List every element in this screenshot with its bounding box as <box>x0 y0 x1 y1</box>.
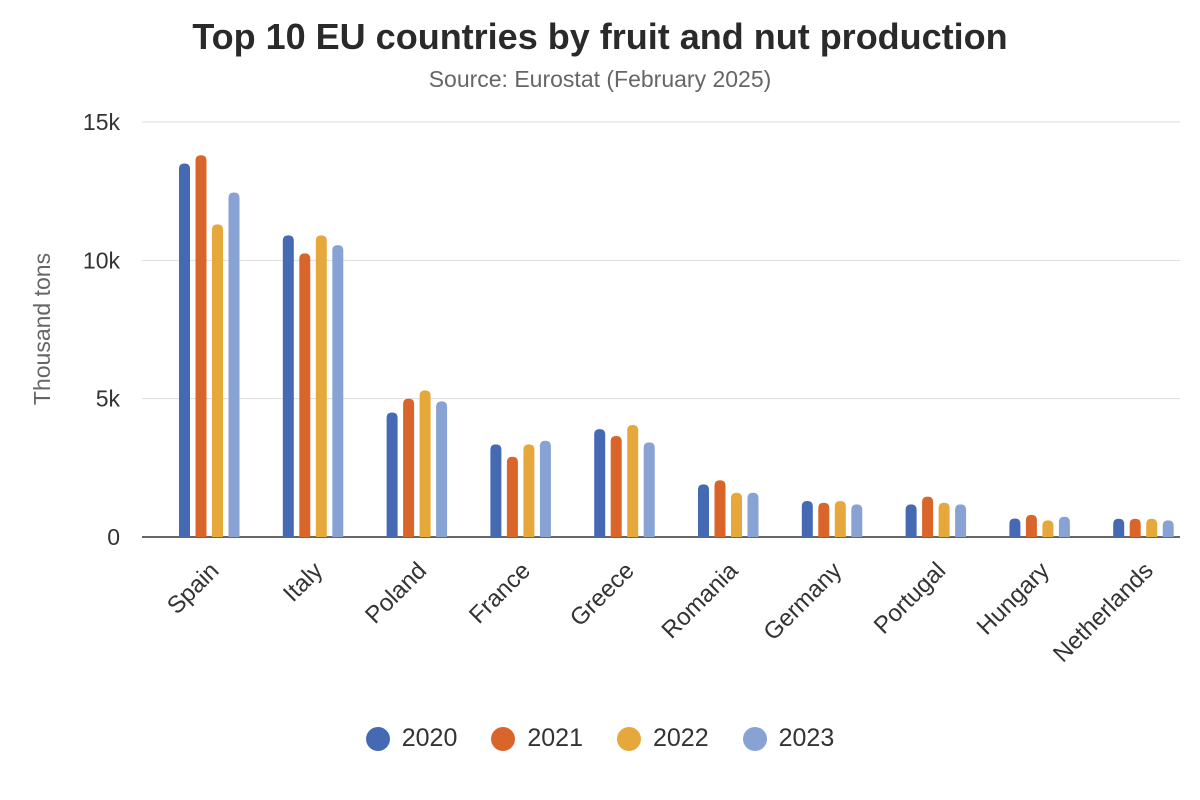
legend-marker <box>742 726 767 751</box>
bar-netherlands-2021[interactable] <box>1129 518 1141 537</box>
y-tick-label: 0 <box>107 524 120 550</box>
bar-france-2023[interactable] <box>539 440 551 537</box>
bar-italy-2020[interactable] <box>282 235 294 537</box>
y-tick-labels: 0 5k 10k 15k <box>83 109 121 550</box>
bar-portugal-2021[interactable] <box>922 496 934 537</box>
y-axis-label: Thousand tons <box>29 253 55 405</box>
legend-item-2022[interactable]: 2022 <box>617 724 709 753</box>
chart-title: Top 10 EU countries by fruit and nut pro… <box>192 16 1008 57</box>
x-tick-label: Poland <box>360 557 432 629</box>
bar-greece-2022[interactable] <box>627 424 639 537</box>
bar-germany-2021[interactable] <box>818 502 830 537</box>
y-tick-label: 5k <box>96 386 121 412</box>
legend-marker <box>365 726 390 751</box>
bar-italy-2022[interactable] <box>315 235 327 537</box>
legend-item-2020[interactable]: 2020 <box>365 724 458 753</box>
legend-item-2023[interactable]: 2023 <box>742 724 835 753</box>
bar-france-2021[interactable] <box>506 456 518 537</box>
legend-marker <box>491 726 516 751</box>
x-tick-label: Germany <box>758 557 847 646</box>
bar-netherlands-2023[interactable] <box>1162 520 1174 537</box>
bar-netherlands-2020[interactable] <box>1113 518 1125 537</box>
bar-france-2020[interactable] <box>490 444 502 537</box>
bar-france-2022[interactable] <box>523 444 535 537</box>
bar-romania-2023[interactable] <box>747 492 759 537</box>
chart-subtitle: Source: Eurostat (February 2025) <box>428 66 772 92</box>
bar-poland-2023[interactable] <box>436 401 448 537</box>
bar-greece-2020[interactable] <box>594 429 606 537</box>
bar-portugal-2022[interactable] <box>938 502 950 537</box>
bar-germany-2023[interactable] <box>851 504 863 537</box>
legend-label: 2021 <box>527 724 583 752</box>
bar-germany-2022[interactable] <box>834 501 846 537</box>
bar-germany-2020[interactable] <box>801 501 813 537</box>
x-tick-label: Netherlands <box>1048 557 1159 668</box>
legend: 2020 2021 2022 2023 <box>0 724 1200 753</box>
bar-poland-2022[interactable] <box>419 390 431 537</box>
bar-romania-2020[interactable] <box>698 484 709 537</box>
bar-italy-2023[interactable] <box>332 245 344 537</box>
bar-italy-2021[interactable] <box>299 253 311 537</box>
bar-spain-2022[interactable] <box>212 224 223 537</box>
bar-hungary-2021[interactable] <box>1025 514 1037 537</box>
bar-portugal-2020[interactable] <box>905 504 917 537</box>
y-tick-label: 10k <box>83 247 121 273</box>
bar-greece-2023[interactable] <box>643 442 655 537</box>
bar-hungary-2020[interactable] <box>1009 518 1021 537</box>
y-tick-label: 15k <box>83 109 121 135</box>
bar-hungary-2022[interactable] <box>1042 520 1054 537</box>
x-tick-label: Italy <box>278 557 328 607</box>
bar-hungary-2023[interactable] <box>1058 516 1070 537</box>
x-tick-label: Spain <box>162 557 225 620</box>
x-tick-label: Hungary <box>972 557 1055 640</box>
bar-netherlands-2022[interactable] <box>1146 518 1158 537</box>
legend-label: 2023 <box>778 724 835 752</box>
x-tick-label: France <box>464 557 536 629</box>
x-tick-labels: Spain Italy Poland France Greece Romania Germa… <box>162 557 1159 668</box>
bar-spain-2023[interactable] <box>228 192 240 538</box>
bar-spain-2021[interactable] <box>195 155 207 537</box>
bar-poland-2020[interactable] <box>386 412 398 538</box>
bar-romania-2021[interactable] <box>714 480 726 537</box>
bar-spain-2020[interactable] <box>179 163 190 538</box>
legend-label: 2022 <box>653 724 709 752</box>
grid-lines <box>142 121 1180 538</box>
x-tick-label: Greece <box>565 557 640 632</box>
x-tick-label: Romania <box>656 557 743 644</box>
bar-poland-2021[interactable] <box>403 398 415 537</box>
bar-portugal-2023[interactable] <box>955 504 967 537</box>
legend-marker <box>617 726 641 751</box>
x-tick-label: Portugal <box>869 557 951 639</box>
legend-item-2021[interactable]: 2021 <box>491 724 583 753</box>
bars <box>179 155 1174 538</box>
bar-romania-2022[interactable] <box>731 492 742 537</box>
legend-label: 2020 <box>401 724 458 752</box>
bar-greece-2021[interactable] <box>610 436 622 537</box>
